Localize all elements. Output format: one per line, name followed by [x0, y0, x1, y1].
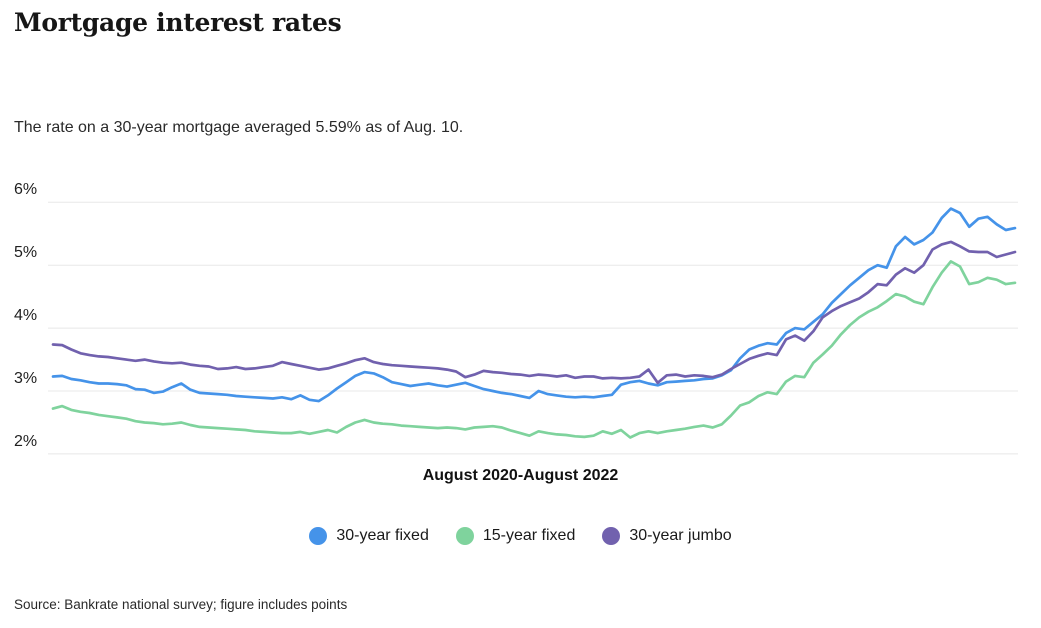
chart-legend: 30-year fixed 15-year fixed 30-year jumbo	[0, 525, 1041, 547]
series-line-30-year-fixed	[51, 207, 1017, 403]
legend-item-15-year-fixed: 15-year fixed	[455, 527, 576, 545]
legend-item-30-year-fixed: 30-year fixed	[309, 527, 429, 545]
chart-subtitle: The rate on a 30-year mortgage averaged …	[14, 119, 464, 136]
legend-dot-icon	[602, 527, 621, 545]
x-axis-label: August 2020-August 2022	[422, 467, 619, 484]
legend-label: 30-year jumbo	[629, 527, 732, 544]
page-title: Mortgage interest rates	[14, 8, 342, 37]
legend-item-30-year-jumbo: 30-year jumbo	[602, 527, 732, 545]
legend-dot-icon	[455, 527, 474, 545]
legend-dot-icon	[309, 527, 328, 545]
legend-label: 15-year fixed	[482, 527, 576, 544]
legend-label: 30-year fixed	[336, 527, 429, 544]
series-line-15-year-fixed	[51, 260, 1017, 439]
series-line-30-year-jumbo	[51, 240, 1017, 385]
source-note: Source: Bankrate national survey; figure…	[14, 597, 348, 612]
